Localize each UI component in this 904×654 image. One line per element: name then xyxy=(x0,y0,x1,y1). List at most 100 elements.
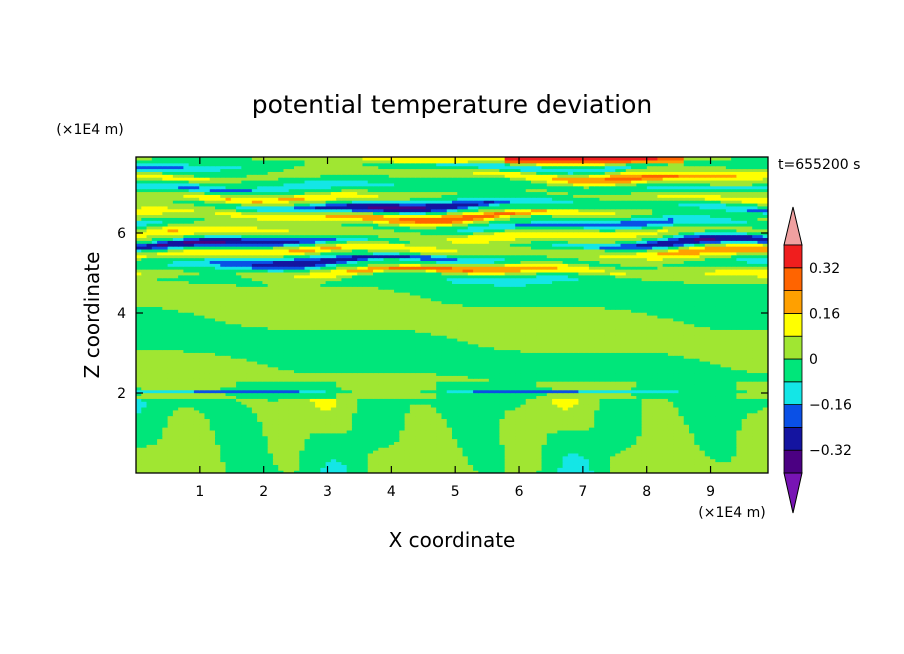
heatmap-cell xyxy=(178,418,184,422)
heatmap-cell xyxy=(183,412,190,417)
heatmap-cell xyxy=(320,464,327,468)
heatmap-cell xyxy=(504,455,511,460)
heatmap-cell xyxy=(246,455,253,460)
heatmap-cell xyxy=(467,401,474,405)
heatmap-cell xyxy=(141,427,148,431)
heatmap-cell xyxy=(636,467,643,471)
heatmap-cell xyxy=(725,409,732,414)
heatmap-cell xyxy=(404,409,411,414)
heatmap-cell xyxy=(710,429,716,434)
heatmap-cell xyxy=(157,421,163,425)
heatmap-cell xyxy=(641,441,648,445)
heatmap-cell xyxy=(667,441,674,445)
heatmap-cell xyxy=(457,452,464,457)
heatmap-cell xyxy=(457,386,464,391)
heatmap-cell xyxy=(457,429,464,434)
heatmap-cell xyxy=(531,404,537,408)
heatmap-cell xyxy=(652,389,658,394)
heatmap-cell xyxy=(172,421,179,425)
heatmap-cell xyxy=(362,432,369,437)
heatmap-cell xyxy=(136,418,142,422)
heatmap-cell xyxy=(373,415,379,420)
heatmap-cell xyxy=(573,435,579,440)
heatmap-cell xyxy=(583,435,590,440)
heatmap-cell xyxy=(151,461,158,465)
heatmap-cell xyxy=(283,427,290,431)
heatmap-cell xyxy=(357,406,364,411)
heatmap-cell xyxy=(299,470,306,473)
heatmap-cell xyxy=(710,404,716,408)
heatmap-cell xyxy=(588,395,595,399)
heatmap-cell xyxy=(283,389,290,394)
heatmap-cell xyxy=(278,386,285,391)
heatmap-cell xyxy=(225,452,232,457)
heatmap-cell xyxy=(278,409,285,414)
heatmap-cell xyxy=(473,406,479,411)
heatmap-cell xyxy=(683,458,690,463)
heatmap-cell xyxy=(330,421,337,425)
heatmap-cell xyxy=(394,438,400,442)
heatmap-cell xyxy=(415,421,421,425)
heatmap-cell xyxy=(246,404,253,408)
heatmap-cell xyxy=(409,404,416,408)
heatmap-cell xyxy=(136,461,142,465)
heatmap-cell xyxy=(736,415,743,420)
heatmap-cell xyxy=(404,386,411,391)
heatmap-cell xyxy=(330,401,337,405)
heatmap-cell xyxy=(762,415,768,420)
heatmap-cell xyxy=(573,398,579,402)
heatmap-cell xyxy=(746,435,753,440)
heatmap-cell xyxy=(604,438,611,442)
heatmap-cell xyxy=(636,418,643,422)
heatmap-cell xyxy=(367,404,374,408)
heatmap-cell xyxy=(631,421,637,425)
heatmap-cell xyxy=(378,409,385,414)
heatmap-cell xyxy=(420,395,427,399)
heatmap-cell xyxy=(378,415,385,420)
heatmap-cell xyxy=(578,464,585,468)
heatmap-cell xyxy=(536,452,543,457)
heatmap-cell xyxy=(383,398,390,402)
heatmap-cell xyxy=(641,444,648,448)
heatmap-cell xyxy=(183,389,190,394)
heatmap-cell xyxy=(446,418,453,422)
heatmap-cell xyxy=(588,470,595,473)
heatmap-cell xyxy=(257,406,263,411)
heatmap-cell xyxy=(715,404,722,408)
heatmap-cell xyxy=(241,470,248,473)
heatmap-cell xyxy=(520,458,527,463)
heatmap-cell xyxy=(646,441,653,445)
heatmap-cell xyxy=(162,444,169,448)
heatmap-cell xyxy=(399,470,406,473)
heatmap-cell xyxy=(641,429,648,434)
heatmap-cell xyxy=(367,427,374,431)
heatmap-cell xyxy=(620,438,627,442)
heatmap-cell xyxy=(236,404,242,408)
heatmap-cell xyxy=(204,435,211,440)
heatmap-cell xyxy=(257,441,263,445)
heatmap-cell xyxy=(215,461,221,465)
heatmap-cell xyxy=(509,455,516,460)
heatmap-cell xyxy=(220,395,227,399)
heatmap-cell xyxy=(525,464,532,468)
heatmap-cell xyxy=(473,458,479,463)
heatmap-cell xyxy=(230,432,237,437)
heatmap-cell xyxy=(299,455,306,460)
heatmap-cell xyxy=(578,421,585,425)
heatmap-cell xyxy=(546,389,553,394)
heatmap-cell xyxy=(151,438,158,442)
heatmap-cell xyxy=(662,415,669,420)
heatmap-cell xyxy=(583,412,590,417)
heatmap-cell xyxy=(262,464,269,468)
heatmap-cell xyxy=(394,406,400,411)
heatmap-cell xyxy=(183,427,190,431)
heatmap-cell xyxy=(178,424,184,428)
heatmap-cell xyxy=(546,435,553,440)
heatmap-cell xyxy=(557,432,564,437)
heatmap-cell xyxy=(425,424,432,428)
heatmap-cell xyxy=(399,467,406,471)
heatmap-cell xyxy=(752,392,759,397)
heatmap-cell xyxy=(362,441,369,445)
heatmap-cell xyxy=(230,415,237,420)
heatmap-cell xyxy=(715,450,722,454)
